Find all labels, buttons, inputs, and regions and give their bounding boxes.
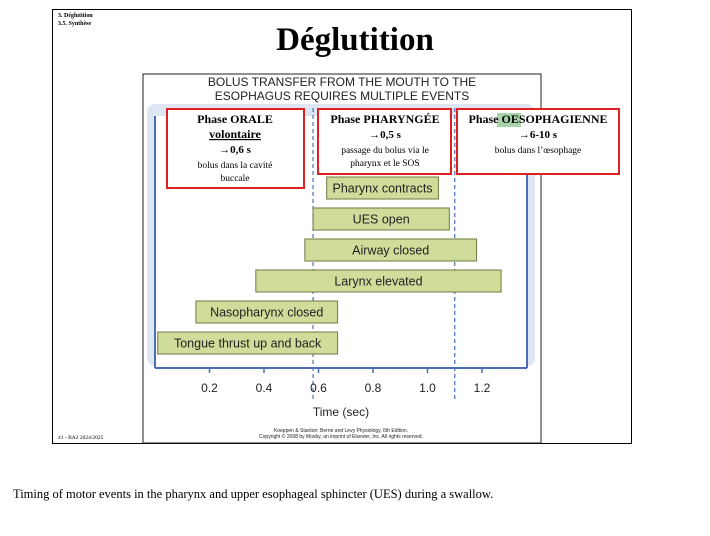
bar-label: Nasopharynx closed [210, 306, 323, 320]
phase-box-oesophagienne: Phase OESOPHAGIENNE →6-10 s bolus dans l… [456, 108, 620, 175]
phase-oesophagienne-title: Phase OESOPHAGIENNE [468, 112, 607, 126]
bar-label: Pharynx contracts [333, 182, 433, 196]
phase-pharyngee-desc2: pharynx et le SOS [350, 159, 419, 169]
bar-label: Tongue thrust up and back [174, 337, 322, 351]
x-tick-label: 1.0 [419, 381, 436, 395]
phase-pharyngee-title: Phase PHARYNGÉE [330, 112, 439, 126]
slide-title: Déglutition [276, 22, 434, 58]
x-tick-label: 0.8 [365, 381, 382, 395]
phase-orale-border [166, 108, 305, 189]
x-tick-label: 0.4 [256, 381, 273, 395]
phase-oesophagienne-desc1: bolus dans l’œsophage [495, 146, 582, 156]
x-tick-label: 0.6 [310, 381, 327, 395]
phase-orale-duration: →0,6 s [219, 144, 252, 156]
phase-box-pharyngee: Phase PHARYNGÉE →0,5 s passage du bolus … [317, 108, 452, 175]
figure-credit-line1: Koeppen & Stanton: Berne and Levy Physio… [274, 428, 408, 434]
figure-title-line2: ESOPHAGUS REQUIRES MULTIPLE EVENTS [215, 89, 470, 103]
bar-airway-closed [304, 238, 478, 262]
slide-footer: 41 - BA2 2024/2025 [58, 435, 104, 441]
subsection-label: 3.5. Synthèse [58, 21, 92, 27]
phase-pharyngee-desc1: passage du bolus via le [341, 146, 429, 156]
bar-ues-open [312, 207, 450, 231]
phase-oesophagienne-border [456, 108, 620, 175]
phase-orale-subtitle: volontaire [209, 127, 261, 141]
bar-nasopharynx-closed [195, 300, 339, 324]
phase-orale-desc1: bolus dans la cavité [198, 161, 273, 171]
phase-highlight [497, 113, 521, 127]
bar-pharynx-contracts [326, 176, 439, 200]
phase-orale-title: Phase ORALE [197, 112, 273, 126]
bar-larynx-elevated [255, 269, 502, 293]
bar-tongue-thrust-up-and-back [157, 331, 339, 355]
bar-label: Airway closed [352, 244, 429, 258]
figure-credit-line2: Copyright © 2008 by Mosby, an imprint of… [259, 433, 423, 440]
x-tick-label: 1.2 [474, 381, 491, 395]
phase-pharyngee-duration: →0,5 s [369, 129, 402, 141]
phase-pharyngee-border [317, 108, 452, 175]
figure-title-line1: BOLUS TRANSFER FROM THE MOUTH TO THE [208, 75, 476, 89]
phase-box-orale: Phase ORALE volontaire →0,6 s bolus dans… [166, 108, 305, 189]
phase-orale-desc2: buccale [220, 174, 249, 184]
x-tick-label: 0.2 [201, 381, 218, 395]
bar-label: Larynx elevated [334, 275, 422, 289]
figure-caption: Timing of motor events in the pharynx an… [13, 487, 494, 501]
phase-oesophagienne-duration: →6-10 s [519, 129, 558, 141]
x-axis-label: Time (sec) [313, 405, 369, 419]
section-label: 3. Déglutition [58, 13, 93, 19]
bar-label: UES open [353, 213, 410, 227]
